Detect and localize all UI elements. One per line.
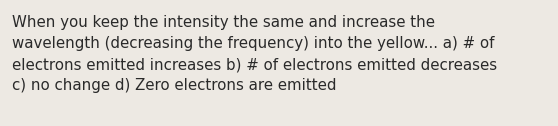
Text: When you keep the intensity the same and increase the
wavelength (decreasing the: When you keep the intensity the same and… [12, 15, 497, 93]
